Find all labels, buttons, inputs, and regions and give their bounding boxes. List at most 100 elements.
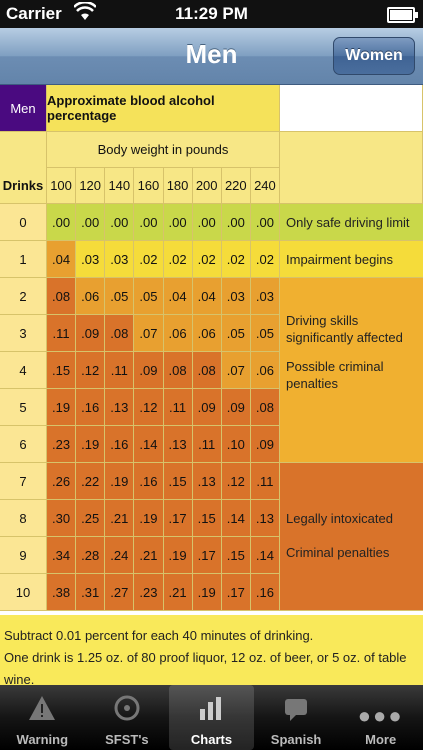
footer-line-1: Subtract 0.01 percent for each 40 minute… [4,628,314,643]
bac-value-cell: .17 [192,537,222,574]
tab-charts[interactable]: Charts [169,685,254,750]
navigation-bar: Men Women [0,28,423,85]
drinks-count: 5 [0,389,47,426]
tab-more[interactable]: ●●● More [338,685,423,750]
tab-warning[interactable]: Warning [0,685,85,750]
bac-value-cell: .23 [47,426,77,463]
bac-value-cell: .11 [250,463,280,500]
weight-header-cell: 180 [163,168,193,204]
bac-value-cell: .09 [221,389,251,426]
bac-value-cell: .21 [163,574,193,611]
bac-value-cell: .11 [192,426,222,463]
spanish-icon [254,693,339,726]
note-criminal: Criminal penalties [286,545,390,560]
bac-value-cell: .09 [250,426,280,463]
bac-value-cell: .03 [105,241,135,278]
bac-value-cell: .02 [250,241,280,278]
bac-value-cell: .10 [221,426,251,463]
bac-value-cell: .08 [105,315,135,352]
bac-value-cell: .24 [105,537,135,574]
drinks-count: 9 [0,537,47,574]
drinks-count: 3 [0,315,47,352]
bac-value-cell: .19 [47,389,77,426]
bac-value-cell: .05 [221,315,251,352]
more-icon: ●●● [357,703,404,728]
men-tag: Men [0,85,47,132]
bac-value-cell: .17 [163,500,193,537]
tab-label: Spanish [270,732,322,747]
bac-value-cell: .12 [76,352,106,389]
bac-value-cell: .25 [76,500,106,537]
weight-header-cell: 240 [250,168,280,204]
bac-value-cell: .00 [163,204,193,241]
bac-value-cell: .00 [134,204,164,241]
footer-line-2: One drink is 1.25 oz. of 80 proof liquor… [4,650,407,687]
bac-value-cell: .15 [163,463,193,500]
bac-value-cell: .04 [163,278,193,315]
note-impairment: Impairment begins [280,241,423,278]
drinks-count: 2 [0,278,47,315]
bac-value-cell: .11 [105,352,135,389]
bac-value-cell: .06 [76,278,106,315]
bac-value-cell: .04 [47,241,77,278]
bac-value-cell: .02 [134,241,164,278]
bac-value-cell: .08 [192,352,222,389]
bac-value-cell: .19 [105,463,135,500]
bac-value-cell: .12 [134,389,164,426]
bac-value-cell: .00 [47,204,77,241]
bac-value-cell: .02 [221,241,251,278]
charts-icon [169,693,254,726]
bac-value-cell: .11 [163,389,193,426]
bac-value-cell: .14 [250,537,280,574]
bac-value-cell: .15 [221,537,251,574]
bac-value-cell: .13 [192,463,222,500]
bac-value-cell: .07 [134,315,164,352]
bac-value-cell: .31 [76,574,106,611]
bac-value-cell: .02 [192,241,222,278]
blank-cell [280,85,423,132]
weight-header-cell: 220 [221,168,251,204]
bac-value-cell: .38 [47,574,77,611]
tab-spanish[interactable]: Spanish [254,685,339,750]
bac-value-cell: .34 [47,537,77,574]
bac-value-cell: .07 [221,352,251,389]
bac-value-cell: .06 [250,352,280,389]
tab-label: Warning [16,732,69,747]
drinks-count: 10 [0,574,47,611]
weight-header: Body weight in pounds [47,132,280,168]
bac-value-cell: .04 [192,278,222,315]
bac-value-cell: .19 [76,426,106,463]
page-title: Men [185,39,238,69]
note-driving-skills: Driving skills significantly affected [286,313,403,345]
clock: 11:29 PM [175,4,248,23]
bac-value-cell: .11 [47,315,77,352]
bac-value-cell: .30 [47,500,77,537]
tab-sfsts[interactable]: SFST's [85,685,170,750]
bac-value-cell: .19 [192,574,222,611]
chart-title: Approximate blood alcohol percentage [47,85,280,132]
drinks-count: 7 [0,463,47,500]
bac-value-cell: .03 [76,241,106,278]
drinks-count: 1 [0,241,47,278]
bac-value-cell: .21 [105,500,135,537]
women-button[interactable]: Women [333,37,415,75]
bac-value-cell: .08 [47,278,77,315]
bac-value-cell: .06 [192,315,222,352]
bac-value-cell: .08 [250,389,280,426]
drinks-count: 6 [0,426,47,463]
weight-header-cell: 140 [105,168,135,204]
footer-note: Subtract 0.01 percent for each 40 minute… [0,615,423,687]
warning-icon [0,693,85,726]
bac-value-cell: .22 [76,463,106,500]
bac-value-cell: .19 [163,537,193,574]
bac-value-cell: .09 [134,352,164,389]
bac-value-cell: .23 [134,574,164,611]
bac-chart: Men Approximate blood alcohol percentage… [0,85,423,687]
sfst-icon [85,693,170,726]
bac-value-cell: .12 [221,463,251,500]
bac-value-cell: .16 [250,574,280,611]
drinks-count: 8 [0,500,47,537]
bac-value-cell: .00 [76,204,106,241]
weight-header-cell: 160 [134,168,164,204]
bac-value-cell: .08 [163,352,193,389]
